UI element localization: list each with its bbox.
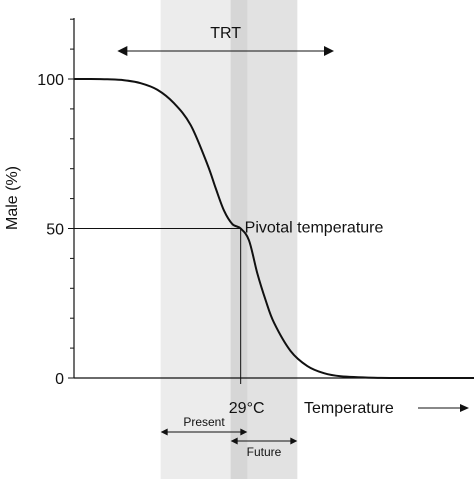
trt-arrowhead-left [117,46,128,56]
y-axis-label: Male (%) [4,166,21,230]
trt-arrowhead-right [324,46,334,56]
y-tick-label: 100 [37,72,64,89]
pivotal-x-label: 29°C [229,400,265,417]
band-arrowhead-left [160,428,168,436]
x-axis-label: Temperature [304,400,394,417]
band-arrowhead-right [240,428,248,436]
band-overlap [230,0,248,479]
y-tick-label: 50 [46,222,64,239]
band-label-present: Present [183,415,225,429]
temperature-bands [160,0,298,479]
band-arrowhead-right [290,437,298,445]
axes: 0 50 100 Male (%) Temperature [4,18,474,417]
pivotal-label: Pivotal temperature [245,220,384,237]
band-label-future: Future [247,445,282,459]
band-arrowhead-left [230,437,238,445]
trt-label: TRT [210,25,241,42]
x-axis-arrowhead [460,404,469,412]
annotations: Pivotal temperature 29°C TRT Present Future [74,25,384,459]
y-tick-label: 0 [55,371,64,388]
